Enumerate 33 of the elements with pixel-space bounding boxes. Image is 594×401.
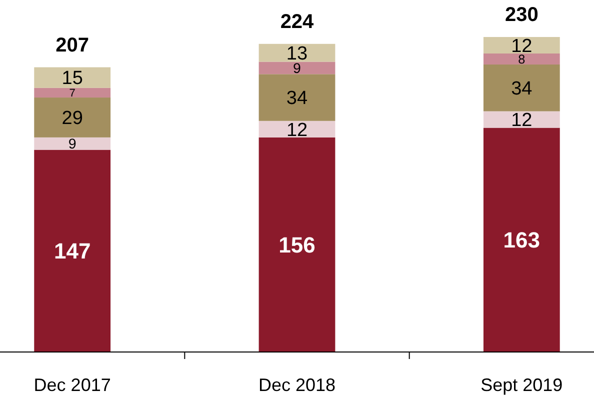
data-label: 156: [278, 232, 316, 258]
data-label: 34: [286, 88, 308, 110]
bar: [483, 64, 560, 112]
data-label: 9: [68, 136, 76, 153]
bar: [483, 111, 560, 128]
bar: [34, 88, 111, 98]
bar: [258, 137, 336, 352]
bar: [483, 37, 560, 54]
data-label: 8: [518, 52, 526, 66]
total-label: 207: [56, 34, 90, 56]
bar: [258, 74, 336, 121]
total-label: 224: [280, 10, 315, 33]
bar: [34, 98, 111, 138]
x-tick-label: Dec 2018: [258, 375, 336, 395]
data-label: 29: [62, 108, 83, 130]
bar: [258, 44, 336, 62]
data-label: 7: [69, 88, 76, 100]
x-tick-label: Sept 2019: [480, 375, 563, 395]
total-label: 230: [504, 4, 538, 26]
bar: [483, 128, 560, 352]
data-label: 34: [511, 78, 533, 100]
data-label: 12: [511, 110, 532, 132]
bar: [258, 62, 336, 74]
bar: [483, 54, 560, 65]
bar: [34, 67, 111, 88]
bar: [258, 120, 336, 138]
data-label: 12: [286, 120, 308, 141]
bar: [34, 150, 111, 352]
bar: [34, 137, 111, 150]
data-label: 15: [62, 68, 83, 90]
data-label: 147: [54, 238, 91, 264]
x-tick-label: Dec 2017: [34, 375, 111, 395]
data-label: 163: [503, 228, 540, 253]
